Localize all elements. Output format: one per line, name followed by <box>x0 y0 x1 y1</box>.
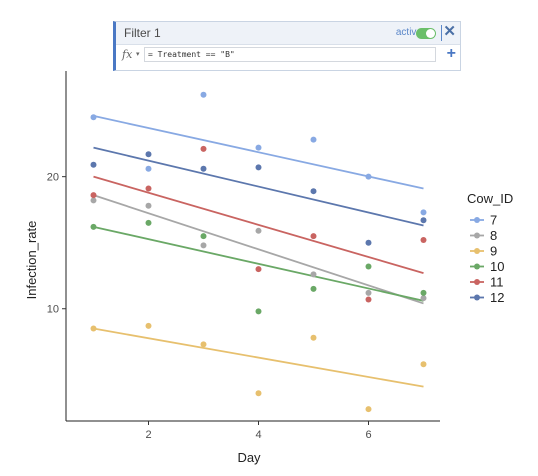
y-tick-label: 10 <box>47 304 59 316</box>
y-tick-label: 20 <box>47 172 59 184</box>
point-cow-9 <box>420 361 427 368</box>
point-cow-10 <box>255 308 262 315</box>
x-tick-label: 4 <box>255 429 261 441</box>
legend-label: 11 <box>490 275 504 290</box>
point-cow-10 <box>90 223 97 230</box>
point-cow-8 <box>90 197 97 204</box>
legend-key-point <box>474 279 480 285</box>
point-cow-7 <box>145 165 152 172</box>
point-cow-8 <box>420 295 427 302</box>
point-cow-12 <box>90 161 97 168</box>
point-cow-11 <box>200 145 207 152</box>
point-cow-8 <box>365 289 372 296</box>
trendline-cow-10 <box>93 225 424 302</box>
legend-label: 9 <box>490 244 497 259</box>
point-cow-10 <box>145 219 152 226</box>
point-cow-9 <box>255 390 262 397</box>
plot-axes <box>65 71 440 422</box>
legend-key-point <box>474 232 480 239</box>
point-cow-11 <box>420 237 427 244</box>
close-icon[interactable]: ✕ <box>443 23 456 40</box>
legend-title: Cow_ID <box>467 191 513 206</box>
filter-active-toggle[interactable] <box>416 28 436 39</box>
legend-key-point <box>474 248 480 254</box>
point-cow-9 <box>365 406 372 413</box>
point-cow-12 <box>365 239 372 246</box>
fx-icon[interactable]: fx <box>122 48 133 61</box>
legend-label: 7 <box>490 213 497 228</box>
legend-key-point <box>474 217 480 223</box>
point-cow-12 <box>420 217 427 224</box>
filter-row: fx ▾ = Treatment == "B" + <box>116 45 460 65</box>
filter-header: Filter 1 active ✕ <box>116 22 460 45</box>
point-cow-8 <box>255 227 262 234</box>
point-cow-12 <box>145 151 152 158</box>
point-cow-11 <box>145 185 152 192</box>
legend-label: 12 <box>490 290 504 305</box>
trendline-cow-11 <box>93 175 424 274</box>
chevron-down-icon[interactable]: ▾ <box>136 51 140 58</box>
filter-active-label: active <box>395 27 422 38</box>
trendline-cow-9 <box>93 327 424 388</box>
trendlines <box>93 115 424 388</box>
filter-panel: Filter 1 active ✕ fx ▾ = Treatment == "B… <box>113 21 461 71</box>
filter-title: Filter 1 <box>124 26 161 40</box>
point-cow-8 <box>145 202 152 209</box>
point-cow-9 <box>90 325 97 332</box>
point-cow-10 <box>200 233 207 240</box>
trendline-cow-8 <box>93 194 424 305</box>
x-tick-label: 6 <box>365 429 371 441</box>
legend-key-point <box>474 263 480 270</box>
point-cow-11 <box>310 233 317 240</box>
point-cow-9 <box>310 334 317 341</box>
point-cow-7 <box>200 91 207 98</box>
trendline-cow-12 <box>93 146 424 227</box>
point-cow-7 <box>90 114 97 121</box>
point-cow-7 <box>310 136 317 143</box>
legend-label: 10 <box>490 259 504 274</box>
point-cow-8 <box>200 242 207 249</box>
x-axis-title: Day <box>237 450 261 465</box>
point-cow-10 <box>420 289 427 296</box>
point-cow-12 <box>255 164 262 171</box>
legend-key-point <box>474 294 480 301</box>
point-cow-7 <box>420 209 427 216</box>
point-cow-11 <box>255 266 262 273</box>
point-cow-8 <box>310 271 317 278</box>
legend-label: 8 <box>490 228 497 243</box>
filter-expression-input[interactable]: = Treatment == "B" <box>144 47 436 62</box>
add-filter-icon[interactable]: + <box>446 45 456 62</box>
point-cow-12 <box>310 188 317 195</box>
point-cow-10 <box>310 285 317 292</box>
point-cow-7 <box>365 173 372 180</box>
trendline-cow-7 <box>93 115 424 190</box>
point-cow-9 <box>145 322 152 329</box>
x-tick-label: 2 <box>145 429 151 441</box>
data-points <box>90 91 427 413</box>
point-cow-12 <box>200 165 207 172</box>
point-cow-11 <box>365 296 372 303</box>
axis-ticks: 2 4 6 10 20 <box>47 172 372 441</box>
point-cow-7 <box>255 144 262 151</box>
y-axis-title: Infection_rate <box>24 221 39 300</box>
toggle-knob <box>426 29 435 38</box>
point-cow-9 <box>200 341 207 348</box>
point-cow-11 <box>90 192 97 199</box>
header-divider <box>441 25 442 41</box>
point-cow-10 <box>365 263 372 270</box>
